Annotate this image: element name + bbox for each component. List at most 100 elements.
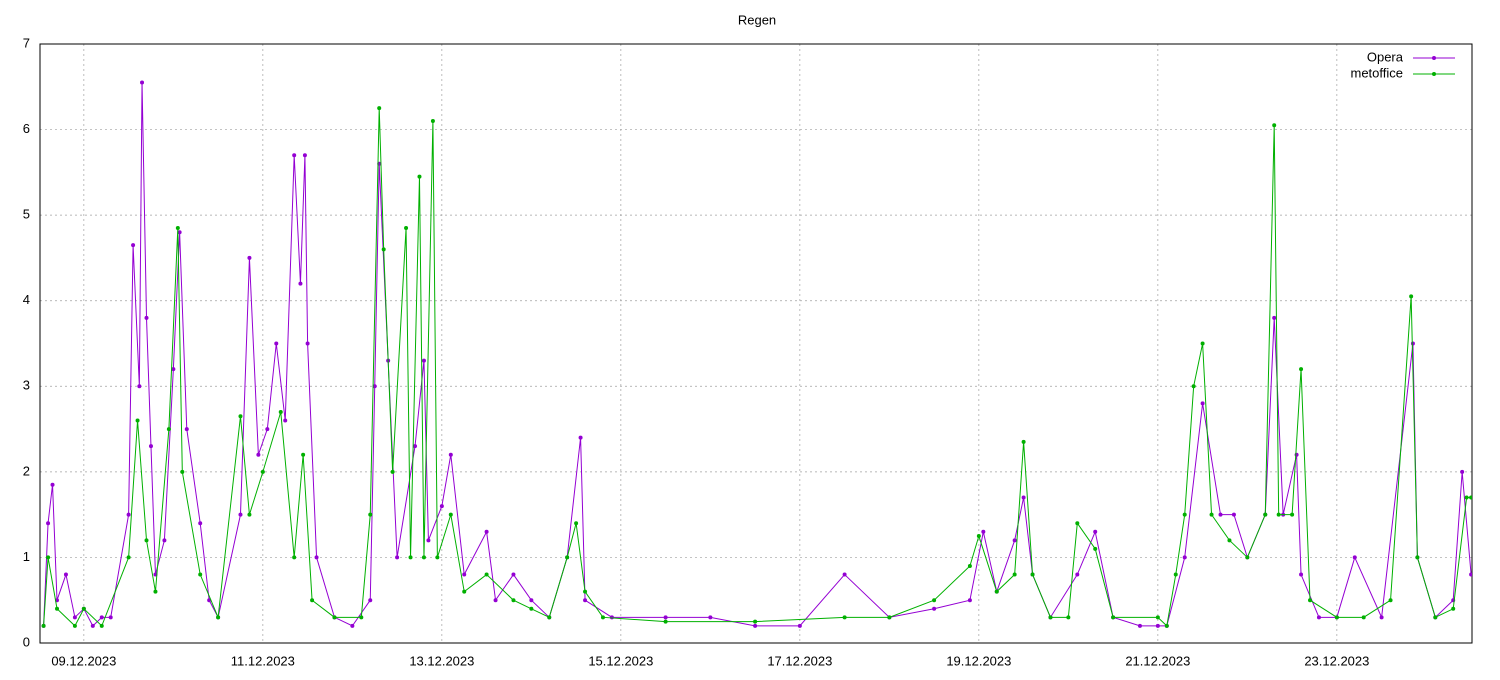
data-point: [368, 598, 373, 603]
series: [41, 106, 1472, 628]
data-point: [198, 572, 203, 577]
data-point: [887, 615, 892, 620]
data-point: [216, 615, 221, 620]
data-point: [90, 623, 95, 628]
data-point: [292, 555, 297, 560]
legend-label: metoffice: [1350, 65, 1403, 80]
data-point: [1200, 401, 1205, 406]
y-tick-label: 3: [23, 378, 30, 393]
data-line: [43, 108, 1472, 627]
data-point: [1469, 495, 1472, 500]
data-point: [421, 555, 426, 560]
x-tick-label: 21.12.2023: [1125, 653, 1190, 668]
data-point: [377, 106, 382, 111]
data-point: [99, 615, 104, 620]
y-tick-label: 2: [23, 463, 30, 478]
data-point: [46, 521, 51, 526]
data-point: [1294, 452, 1299, 457]
data-point: [663, 619, 668, 624]
data-point: [484, 529, 489, 534]
data-point: [350, 623, 355, 628]
y-tick-label: 6: [23, 121, 30, 136]
data-point: [1464, 495, 1469, 500]
data-point: [1209, 512, 1214, 517]
data-point: [1093, 529, 1098, 534]
data-point: [600, 615, 605, 620]
data-point: [1272, 315, 1277, 320]
data-point: [1164, 623, 1169, 628]
data-line: [43, 82, 1472, 627]
data-point: [162, 538, 167, 543]
data-point: [247, 255, 252, 260]
data-point: [797, 623, 802, 628]
data-point: [395, 555, 400, 560]
data-point: [976, 534, 981, 539]
data-point: [578, 435, 583, 440]
data-point: [967, 563, 972, 568]
data-point: [1245, 555, 1250, 560]
plot-frame: [39, 43, 1473, 644]
data-point: [753, 623, 758, 628]
data-point: [180, 469, 185, 474]
data-point: [1433, 615, 1438, 620]
data-point: [417, 174, 422, 179]
data-point: [565, 555, 570, 560]
x-tick-label: 19.12.2023: [946, 653, 1011, 668]
data-point: [247, 512, 252, 517]
data-point: [283, 418, 288, 423]
data-point: [448, 512, 453, 517]
x-tick-label: 09.12.2023: [51, 653, 116, 668]
data-point: [1182, 555, 1187, 560]
data-point: [430, 119, 435, 124]
data-point: [1155, 615, 1160, 620]
data-point: [137, 384, 142, 389]
data-point: [278, 409, 283, 414]
data-point: [448, 452, 453, 457]
data-point: [547, 615, 552, 620]
data-point: [166, 427, 171, 432]
data-point: [177, 230, 182, 235]
data-point: [301, 452, 306, 457]
data-point: [265, 427, 270, 432]
y-tick-label: 7: [23, 35, 30, 50]
data-point: [1173, 572, 1178, 577]
data-point: [583, 598, 588, 603]
data-point: [708, 615, 713, 620]
data-point: [1218, 512, 1223, 517]
data-point: [359, 615, 364, 620]
x-tick-label: 23.12.2023: [1304, 653, 1369, 668]
data-point: [842, 572, 847, 577]
data-point: [1334, 615, 1339, 620]
series: [41, 80, 1472, 628]
data-point: [148, 444, 153, 449]
data-point: [46, 555, 51, 560]
data-point: [260, 469, 265, 474]
data-point: [390, 469, 395, 474]
data-point: [408, 555, 413, 560]
data-point: [1231, 512, 1236, 517]
legend-marker: [1432, 56, 1436, 60]
data-point: [292, 153, 297, 158]
data-point: [1227, 538, 1232, 543]
data-point: [1272, 123, 1277, 128]
data-point: [439, 504, 444, 509]
data-point: [1451, 606, 1456, 611]
data-point: [171, 367, 176, 372]
data-point: [381, 247, 386, 252]
data-point: [1409, 294, 1414, 299]
data-point: [421, 358, 426, 363]
y-tick-label: 1: [23, 549, 30, 564]
data-point: [1075, 521, 1080, 526]
data-point: [932, 606, 937, 611]
data-point: [1415, 555, 1420, 560]
data-point: [81, 606, 86, 611]
data-point: [1012, 572, 1017, 577]
data-point: [72, 615, 77, 620]
data-point: [462, 572, 467, 577]
data-point: [298, 281, 303, 286]
data-point: [574, 521, 579, 526]
data-point: [1290, 512, 1295, 517]
data-point: [1410, 341, 1415, 346]
data-point: [1276, 512, 1281, 517]
